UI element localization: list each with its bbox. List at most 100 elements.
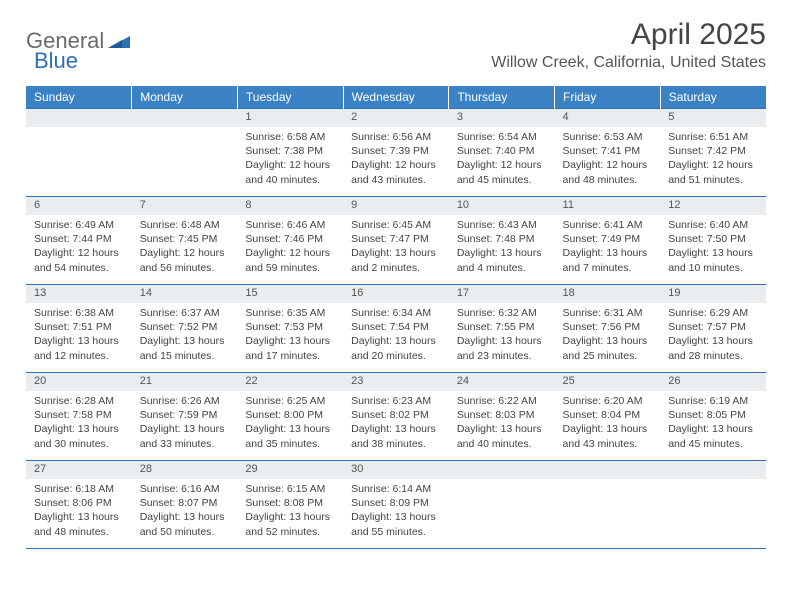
sunrise-text: Sunrise: 6:53 AM bbox=[563, 130, 653, 144]
day-number bbox=[449, 461, 555, 479]
calendar-cell: 14Sunrise: 6:37 AMSunset: 7:52 PMDayligh… bbox=[132, 285, 238, 373]
sunset-text: Sunset: 7:40 PM bbox=[457, 144, 547, 158]
sunset-text: Sunset: 8:06 PM bbox=[34, 496, 124, 510]
daylight-line2: and 40 minutes. bbox=[245, 173, 335, 187]
col-tuesday: Tuesday bbox=[237, 86, 343, 109]
calendar-cell: 22Sunrise: 6:25 AMSunset: 8:00 PMDayligh… bbox=[237, 373, 343, 461]
daylight-line2: and 17 minutes. bbox=[245, 349, 335, 363]
day-number bbox=[26, 109, 132, 127]
sunrise-text: Sunrise: 6:35 AM bbox=[245, 306, 335, 320]
sunrise-text: Sunrise: 6:23 AM bbox=[351, 394, 441, 408]
daylight-line2: and 12 minutes. bbox=[34, 349, 124, 363]
calendar-cell: 15Sunrise: 6:35 AMSunset: 7:53 PMDayligh… bbox=[237, 285, 343, 373]
month-title: April 2025 bbox=[491, 18, 766, 52]
daylight-line2: and 20 minutes. bbox=[351, 349, 441, 363]
daylight-line1: Daylight: 13 hours bbox=[140, 510, 230, 524]
title-block: April 2025 Willow Creek, California, Uni… bbox=[491, 18, 766, 72]
day-number: 20 bbox=[26, 373, 132, 391]
daylight-line2: and 4 minutes. bbox=[457, 261, 547, 275]
sunset-text: Sunset: 7:45 PM bbox=[140, 232, 230, 246]
calendar-cell: 27Sunrise: 6:18 AMSunset: 8:06 PMDayligh… bbox=[26, 461, 132, 549]
day-number: 9 bbox=[343, 197, 449, 215]
daylight-line1: Daylight: 13 hours bbox=[34, 510, 124, 524]
sunrise-text: Sunrise: 6:56 AM bbox=[351, 130, 441, 144]
daylight-line1: Daylight: 12 hours bbox=[140, 246, 230, 260]
sunrise-text: Sunrise: 6:45 AM bbox=[351, 218, 441, 232]
daylight-line2: and 25 minutes. bbox=[563, 349, 653, 363]
day-number: 27 bbox=[26, 461, 132, 479]
daylight-line2: and 48 minutes. bbox=[34, 525, 124, 539]
sunrise-text: Sunrise: 6:20 AM bbox=[563, 394, 653, 408]
sunset-text: Sunset: 7:48 PM bbox=[457, 232, 547, 246]
day-data: Sunrise: 6:41 AMSunset: 7:49 PMDaylight:… bbox=[555, 215, 661, 281]
sunset-text: Sunset: 8:07 PM bbox=[140, 496, 230, 510]
day-number: 14 bbox=[132, 285, 238, 303]
day-number bbox=[555, 461, 661, 479]
sunset-text: Sunset: 7:58 PM bbox=[34, 408, 124, 422]
daylight-line2: and 28 minutes. bbox=[668, 349, 758, 363]
sunset-text: Sunset: 7:55 PM bbox=[457, 320, 547, 334]
daylight-line1: Daylight: 12 hours bbox=[245, 158, 335, 172]
sunset-text: Sunset: 7:53 PM bbox=[245, 320, 335, 334]
sunset-text: Sunset: 8:00 PM bbox=[245, 408, 335, 422]
daylight-line1: Daylight: 13 hours bbox=[668, 246, 758, 260]
daylight-line2: and 38 minutes. bbox=[351, 437, 441, 451]
daylight-line2: and 33 minutes. bbox=[140, 437, 230, 451]
day-data: Sunrise: 6:22 AMSunset: 8:03 PMDaylight:… bbox=[449, 391, 555, 457]
calendar-table: Sunday Monday Tuesday Wednesday Thursday… bbox=[26, 86, 766, 549]
calendar-cell: 26Sunrise: 6:19 AMSunset: 8:05 PMDayligh… bbox=[660, 373, 766, 461]
day-number: 4 bbox=[555, 109, 661, 127]
calendar-cell: 8Sunrise: 6:46 AMSunset: 7:46 PMDaylight… bbox=[237, 197, 343, 285]
calendar-cell: 19Sunrise: 6:29 AMSunset: 7:57 PMDayligh… bbox=[660, 285, 766, 373]
daylight-line1: Daylight: 13 hours bbox=[351, 334, 441, 348]
sunset-text: Sunset: 8:09 PM bbox=[351, 496, 441, 510]
daylight-line2: and 10 minutes. bbox=[668, 261, 758, 275]
day-number: 18 bbox=[555, 285, 661, 303]
sunrise-text: Sunrise: 6:31 AM bbox=[563, 306, 653, 320]
day-number: 6 bbox=[26, 197, 132, 215]
daylight-line1: Daylight: 13 hours bbox=[140, 334, 230, 348]
day-number: 11 bbox=[555, 197, 661, 215]
sunset-text: Sunset: 8:08 PM bbox=[245, 496, 335, 510]
sunrise-text: Sunrise: 6:54 AM bbox=[457, 130, 547, 144]
col-saturday: Saturday bbox=[660, 86, 766, 109]
calendar-cell: 25Sunrise: 6:20 AMSunset: 8:04 PMDayligh… bbox=[555, 373, 661, 461]
day-data: Sunrise: 6:29 AMSunset: 7:57 PMDaylight:… bbox=[660, 303, 766, 369]
sunset-text: Sunset: 7:41 PM bbox=[563, 144, 653, 158]
sunrise-text: Sunrise: 6:25 AM bbox=[245, 394, 335, 408]
day-data: Sunrise: 6:48 AMSunset: 7:45 PMDaylight:… bbox=[132, 215, 238, 281]
day-data: Sunrise: 6:43 AMSunset: 7:48 PMDaylight:… bbox=[449, 215, 555, 281]
day-data: Sunrise: 6:58 AMSunset: 7:38 PMDaylight:… bbox=[237, 127, 343, 193]
sunrise-text: Sunrise: 6:22 AM bbox=[457, 394, 547, 408]
sunrise-text: Sunrise: 6:29 AM bbox=[668, 306, 758, 320]
sunset-text: Sunset: 7:57 PM bbox=[668, 320, 758, 334]
day-data: Sunrise: 6:49 AMSunset: 7:44 PMDaylight:… bbox=[26, 215, 132, 281]
sunrise-text: Sunrise: 6:26 AM bbox=[140, 394, 230, 408]
header: General April 2025 Willow Creek, Califor… bbox=[26, 18, 766, 72]
sunset-text: Sunset: 8:03 PM bbox=[457, 408, 547, 422]
sunset-text: Sunset: 7:38 PM bbox=[245, 144, 335, 158]
sunrise-text: Sunrise: 6:40 AM bbox=[668, 218, 758, 232]
sunrise-text: Sunrise: 6:34 AM bbox=[351, 306, 441, 320]
day-number: 26 bbox=[660, 373, 766, 391]
day-data: Sunrise: 6:34 AMSunset: 7:54 PMDaylight:… bbox=[343, 303, 449, 369]
daylight-line1: Daylight: 13 hours bbox=[563, 422, 653, 436]
day-data: Sunrise: 6:28 AMSunset: 7:58 PMDaylight:… bbox=[26, 391, 132, 457]
day-number: 15 bbox=[237, 285, 343, 303]
calendar-row: 13Sunrise: 6:38 AMSunset: 7:51 PMDayligh… bbox=[26, 285, 766, 373]
col-friday: Friday bbox=[555, 86, 661, 109]
calendar-cell: 7Sunrise: 6:48 AMSunset: 7:45 PMDaylight… bbox=[132, 197, 238, 285]
sunrise-text: Sunrise: 6:32 AM bbox=[457, 306, 547, 320]
sunrise-text: Sunrise: 6:14 AM bbox=[351, 482, 441, 496]
sunset-text: Sunset: 8:05 PM bbox=[668, 408, 758, 422]
sunset-text: Sunset: 7:54 PM bbox=[351, 320, 441, 334]
day-number: 29 bbox=[237, 461, 343, 479]
logo-line2: Blue bbox=[34, 48, 78, 74]
calendar-row: 27Sunrise: 6:18 AMSunset: 8:06 PMDayligh… bbox=[26, 461, 766, 549]
daylight-line1: Daylight: 13 hours bbox=[563, 334, 653, 348]
calendar-cell: 20Sunrise: 6:28 AMSunset: 7:58 PMDayligh… bbox=[26, 373, 132, 461]
sunrise-text: Sunrise: 6:28 AM bbox=[34, 394, 124, 408]
day-data: Sunrise: 6:53 AMSunset: 7:41 PMDaylight:… bbox=[555, 127, 661, 193]
day-number: 1 bbox=[237, 109, 343, 127]
calendar-cell: 6Sunrise: 6:49 AMSunset: 7:44 PMDaylight… bbox=[26, 197, 132, 285]
